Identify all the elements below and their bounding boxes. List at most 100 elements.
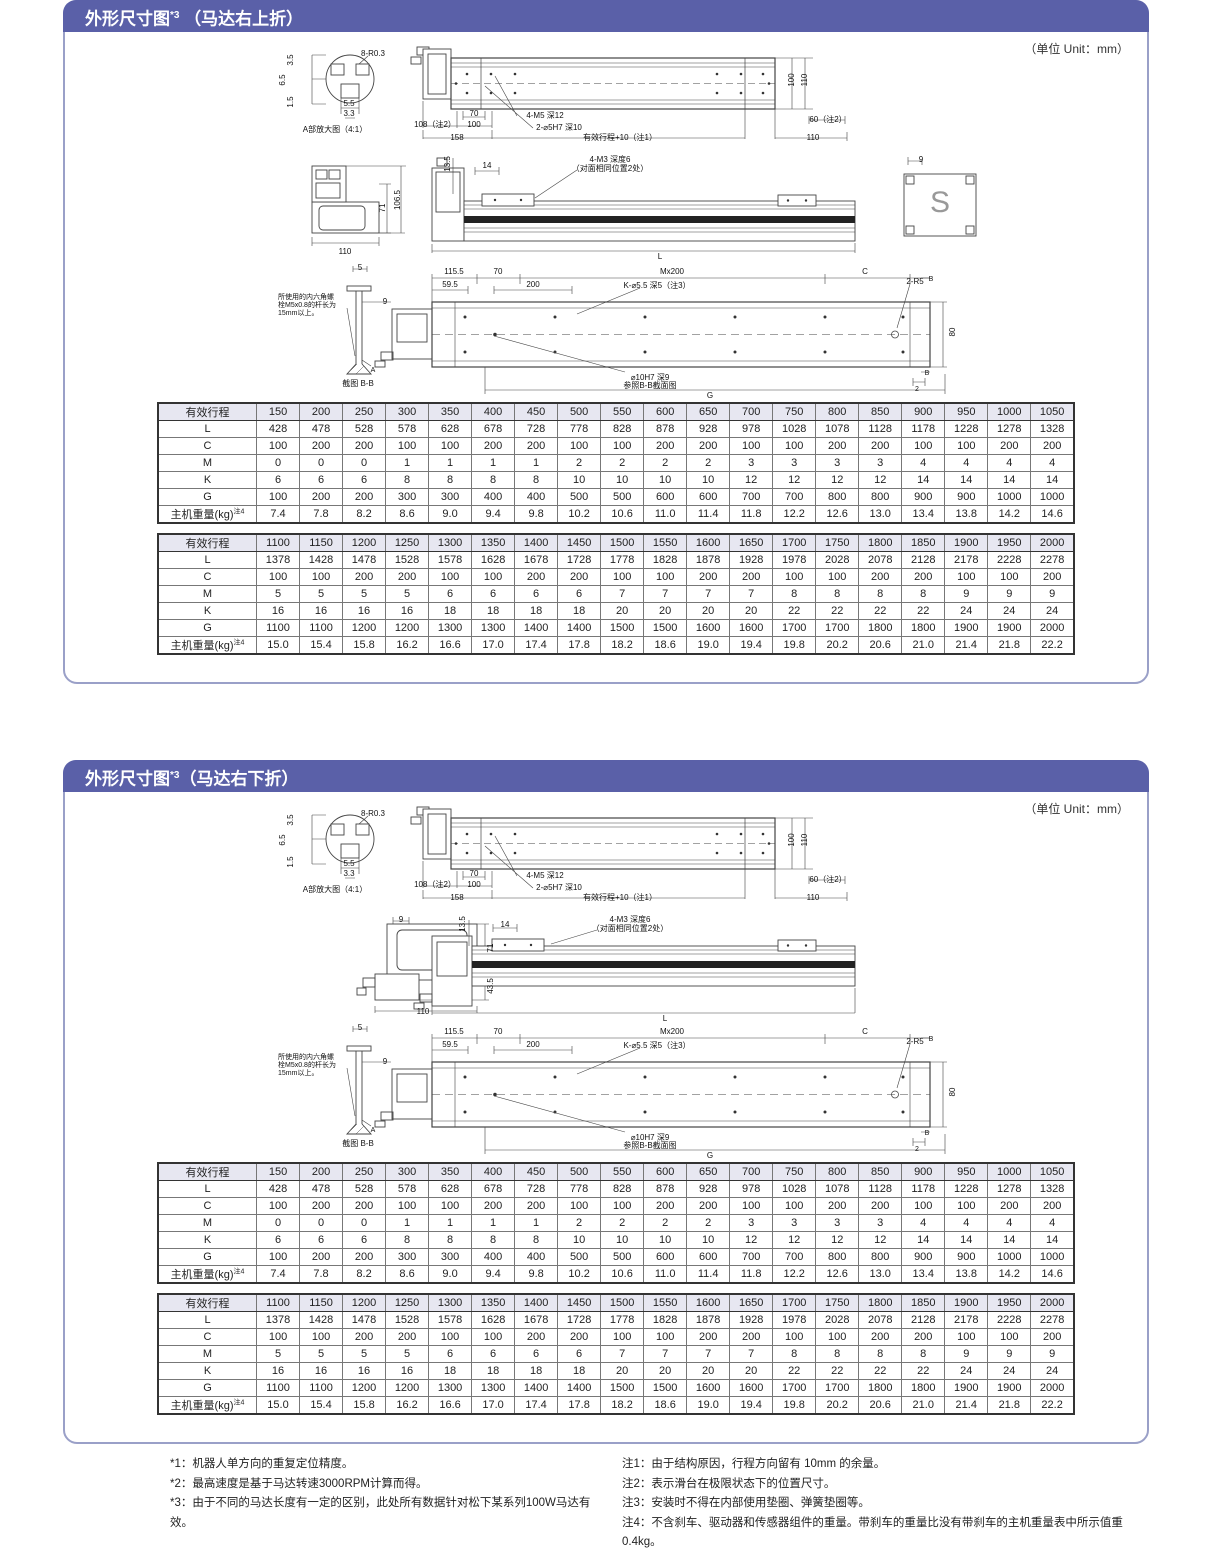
table-cell: 728: [514, 1180, 559, 1198]
table-cell: 200: [815, 437, 860, 455]
table-row-label: 主机重量(kg)注4: [157, 636, 257, 655]
table-cell: 1278: [987, 1180, 1032, 1198]
table-cell: 7: [643, 1345, 688, 1363]
table-cell: 1600: [729, 1379, 774, 1397]
table-cell: 1: [471, 454, 516, 472]
dim-label: L: [657, 252, 663, 261]
table-column-header: 1250: [385, 533, 430, 552]
table-cell: 200: [299, 437, 344, 455]
dim-label: 100: [467, 880, 481, 889]
table-cell: 200: [342, 1328, 387, 1346]
table-cell: 1678: [514, 551, 559, 569]
table-cell: 200: [643, 1197, 688, 1215]
table-cell: 1100: [299, 619, 344, 637]
table-cell: 9: [1030, 1345, 1075, 1363]
table-cell: 100: [772, 1328, 817, 1346]
table-column-header: 750: [772, 1162, 817, 1181]
table-column-header: 1850: [901, 533, 946, 552]
table-cell: 16: [385, 602, 430, 620]
table-cell: 8: [772, 585, 817, 603]
table-cell: 1000: [1030, 1248, 1075, 1266]
table-row-label: G: [157, 1248, 257, 1266]
table-cell: 100: [385, 437, 430, 455]
table-column-header: 1550: [643, 533, 688, 552]
table-column-header: 1350: [471, 1293, 516, 1312]
table-cell: 17.8: [557, 1396, 602, 1415]
table-cell: 22: [815, 602, 860, 620]
table-cell: 200: [1030, 1328, 1075, 1346]
table-cell: 528: [342, 420, 387, 438]
dim-label: 2-⌀5H7 深10: [536, 123, 582, 132]
dim-label: 200: [526, 280, 540, 289]
footnote-line: *3：由于不同的马达长度有一定的区别，此处所有数据针对松下某系列100W马达有效…: [170, 1497, 591, 1529]
table-cell: 100: [772, 568, 817, 586]
table-cell: 16.2: [385, 1396, 430, 1415]
table-column-header: 200: [299, 402, 344, 421]
table-column-header: 1100: [255, 1293, 301, 1312]
table-cell: 11.8: [729, 1265, 774, 1284]
table-cell: 4: [901, 1214, 946, 1232]
table-cell: 13.8: [944, 1265, 989, 1284]
dim-label: 4-M3 深度6: [589, 155, 631, 164]
table-cell: 19.8: [772, 636, 817, 655]
dim-label: 70: [493, 1027, 503, 1036]
table-cell: 200: [858, 437, 903, 455]
table-cell: 1300: [428, 619, 473, 637]
table-column-header: 150: [255, 402, 301, 421]
table-cell: 7: [600, 585, 645, 603]
table-cell: 1428: [299, 551, 344, 569]
table-cell: 1300: [471, 619, 516, 637]
dim-label: A部放大图（4:1）: [302, 885, 368, 894]
dimension-table: 有效行程 1100 1150 1200 1250 1300 1350 1400 1450 1500…: [157, 533, 1075, 655]
dim-label: 9: [382, 297, 388, 306]
table-cell: 1800: [858, 1379, 903, 1397]
table-cell: 200: [729, 1328, 774, 1346]
table-column-header: 700: [729, 1162, 774, 1181]
table-cell: 400: [471, 1248, 516, 1266]
table-cell: 12: [815, 471, 860, 489]
table-cell: 21.8: [987, 1396, 1032, 1415]
table-cell: 1800: [901, 1379, 946, 1397]
table-cell: 1378: [255, 1311, 301, 1329]
dim-label: 110: [800, 73, 809, 87]
table-cell: 6: [471, 1345, 516, 1363]
dim-label: 15mm以上。: [278, 1070, 319, 1077]
table-column-header: 1700: [772, 533, 817, 552]
table-cell: 600: [686, 1248, 731, 1266]
table-cell: 500: [600, 488, 645, 506]
table-cell: 100: [987, 568, 1032, 586]
table-cell: 2128: [901, 1311, 946, 1329]
table-cell: 1528: [385, 551, 430, 569]
table-cell: 200: [686, 437, 731, 455]
table-row-label: L: [157, 1311, 257, 1329]
table-row: K 6 6 6 8 8 8 8 10 10 10 10 12 12 12 12 14 14 14 14: [157, 1231, 1075, 1249]
table-column-header: 850: [858, 402, 903, 421]
table-cell: 200: [987, 437, 1032, 455]
dim-label: Mx200: [659, 1027, 685, 1036]
table-column-header: 950: [944, 402, 989, 421]
table-cell: 16: [342, 1362, 387, 1380]
table-cell: 400: [514, 1248, 559, 1266]
table-column-header: 1550: [643, 1293, 688, 1312]
table-cell: 1200: [342, 1379, 387, 1397]
table-cell: 100: [255, 1328, 301, 1346]
table-cell: 6: [471, 585, 516, 603]
table-cell: 0: [299, 454, 344, 472]
table-row-label: M: [157, 1345, 257, 1363]
table-column-header: 300: [385, 1162, 430, 1181]
dim-label: 6.5: [278, 834, 287, 846]
table-cell: 12.6: [815, 505, 860, 524]
dim-label: 100: [787, 833, 796, 847]
table-cell: 100: [428, 1197, 473, 1215]
table-cell: 1828: [643, 551, 688, 569]
table-cell: 8: [514, 471, 559, 489]
dim-label: 8-R0.3: [360, 49, 386, 58]
table-row: G 1100 1100 1200 1200 1300 1300 1400 1400 1500 150…: [157, 619, 1075, 637]
dim-label: A: [370, 1127, 376, 1134]
table-cell: 578: [385, 420, 430, 438]
table-column-header: 200: [299, 1162, 344, 1181]
dim-label: 14: [482, 161, 492, 170]
table-cell: 6: [342, 471, 387, 489]
table-cell: 1728: [557, 551, 602, 569]
